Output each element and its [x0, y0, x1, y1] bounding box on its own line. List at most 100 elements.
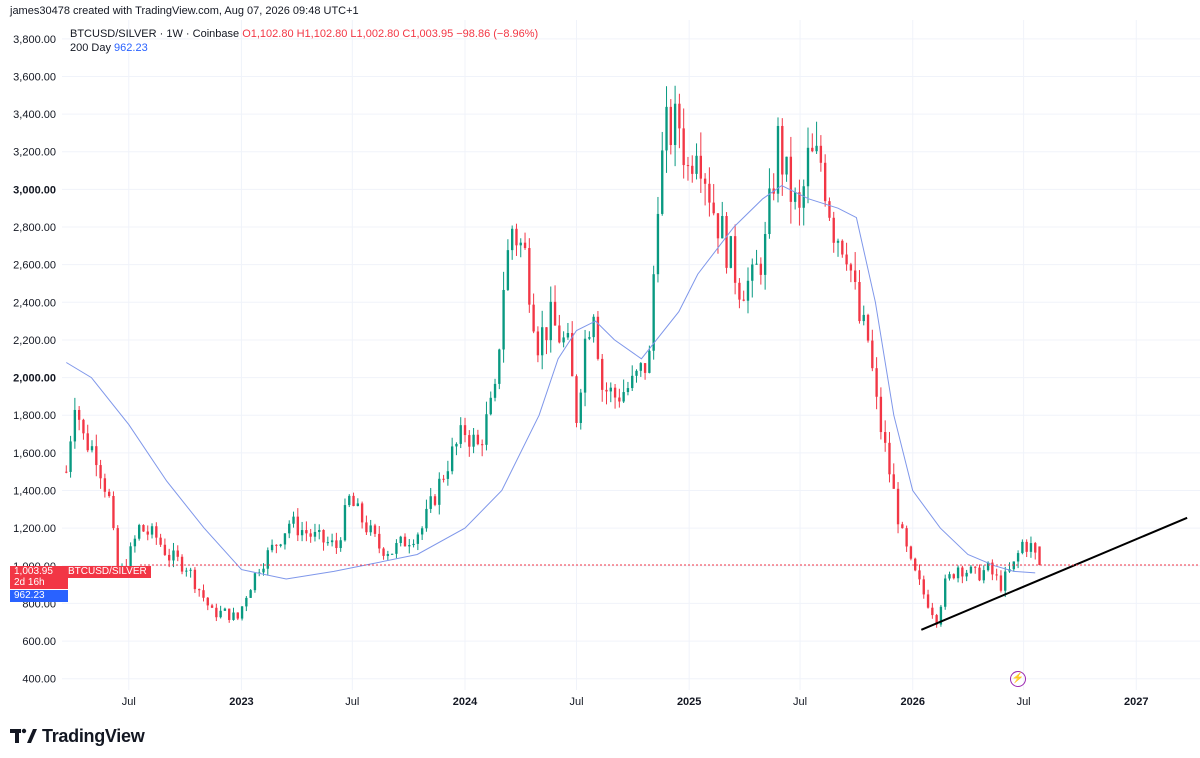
- candle[interactable]: [69, 435, 72, 478]
- candle[interactable]: [832, 211, 835, 253]
- symbol-info[interactable]: BTCUSD/SILVER · 1W · Coinbase: [70, 28, 240, 40]
- candle[interactable]: [866, 313, 870, 343]
- tradingview-logo[interactable]: TradingView: [10, 724, 145, 748]
- candle[interactable]: [1021, 539, 1024, 555]
- candle[interactable]: [150, 523, 154, 539]
- candle[interactable]: [296, 508, 299, 542]
- candle[interactable]: [643, 363, 647, 380]
- candle[interactable]: [785, 156, 788, 182]
- candle[interactable]: [626, 381, 630, 396]
- candle[interactable]: [725, 212, 728, 274]
- candle[interactable]: [420, 526, 424, 540]
- candle[interactable]: [682, 108, 685, 179]
- candle[interactable]: [176, 545, 179, 562]
- candle[interactable]: [1016, 550, 1020, 569]
- candle[interactable]: [721, 201, 724, 239]
- candle[interactable]: [631, 365, 634, 392]
- candle[interactable]: [288, 520, 291, 539]
- candle[interactable]: [240, 606, 244, 621]
- candle[interactable]: [746, 267, 750, 314]
- candle[interactable]: [918, 564, 921, 585]
- candle[interactable]: [896, 482, 900, 534]
- candle[interactable]: [480, 439, 484, 457]
- candle[interactable]: [378, 526, 381, 554]
- candle[interactable]: [416, 532, 420, 551]
- candle[interactable]: [412, 539, 415, 548]
- candle[interactable]: [1038, 546, 1041, 566]
- candle[interactable]: [318, 524, 321, 540]
- candle[interactable]: [541, 310, 544, 370]
- candle[interactable]: [686, 156, 690, 181]
- candle[interactable]: [210, 603, 214, 608]
- candle[interactable]: [236, 612, 239, 621]
- candle[interactable]: [262, 563, 265, 576]
- candle[interactable]: [926, 589, 930, 609]
- candle[interactable]: [716, 213, 720, 254]
- candle[interactable]: [82, 418, 85, 440]
- candle[interactable]: [815, 121, 818, 154]
- candle[interactable]: [270, 539, 274, 553]
- candle[interactable]: [999, 570, 1003, 593]
- candle[interactable]: [90, 440, 94, 453]
- candle[interactable]: [601, 353, 604, 402]
- candle[interactable]: [888, 431, 891, 483]
- candle[interactable]: [408, 538, 411, 554]
- candle[interactable]: [1004, 566, 1007, 598]
- candle[interactable]: [228, 608, 231, 623]
- candle[interactable]: [952, 573, 955, 580]
- candle[interactable]: [279, 543, 282, 548]
- candle[interactable]: [755, 249, 758, 265]
- candle[interactable]: [884, 420, 887, 452]
- candle[interactable]: [266, 547, 269, 576]
- candle[interactable]: [579, 388, 582, 430]
- candle[interactable]: [768, 168, 771, 239]
- candle[interactable]: [189, 567, 192, 578]
- candle[interactable]: [553, 285, 557, 326]
- candle[interactable]: [549, 286, 552, 353]
- candle[interactable]: [339, 537, 342, 552]
- candle[interactable]: [300, 521, 304, 542]
- candle[interactable]: [168, 548, 171, 568]
- candle[interactable]: [472, 428, 475, 454]
- candle[interactable]: [159, 533, 162, 547]
- candle[interactable]: [1029, 536, 1033, 558]
- candle[interactable]: [781, 118, 784, 196]
- candle[interactable]: [292, 511, 295, 528]
- candle[interactable]: [146, 525, 149, 541]
- candle[interactable]: [733, 224, 737, 295]
- candle[interactable]: [215, 603, 218, 622]
- candle[interactable]: [596, 311, 600, 361]
- candle[interactable]: [618, 388, 621, 408]
- candle[interactable]: [275, 544, 278, 554]
- candle[interactable]: [348, 494, 351, 508]
- candle[interactable]: [695, 143, 698, 180]
- candle[interactable]: [639, 362, 642, 377]
- candle[interactable]: [712, 184, 715, 216]
- candle[interactable]: [969, 565, 973, 574]
- candle[interactable]: [708, 167, 711, 217]
- candle[interactable]: [974, 566, 977, 574]
- candle[interactable]: [922, 575, 925, 599]
- candle[interactable]: [390, 553, 394, 555]
- candle[interactable]: [335, 532, 338, 554]
- candle[interactable]: [819, 135, 823, 172]
- candle[interactable]: [498, 348, 501, 390]
- candle[interactable]: [425, 499, 428, 532]
- candle[interactable]: [185, 567, 188, 577]
- candle[interactable]: [1025, 539, 1028, 558]
- candle[interactable]: [86, 424, 89, 453]
- candle[interactable]: [575, 374, 578, 428]
- candle[interactable]: [879, 387, 883, 440]
- candle[interactable]: [742, 290, 745, 302]
- candle[interactable]: [369, 519, 372, 536]
- candle[interactable]: [253, 572, 257, 593]
- candle[interactable]: [661, 131, 664, 216]
- candle[interactable]: [956, 565, 960, 583]
- candle[interactable]: [309, 528, 312, 543]
- candle[interactable]: [802, 179, 805, 226]
- flash-icon[interactable]: ⚡: [1010, 671, 1026, 687]
- candle[interactable]: [322, 529, 325, 551]
- candle[interactable]: [219, 605, 222, 619]
- candle[interactable]: [699, 132, 703, 193]
- candle[interactable]: [961, 565, 964, 584]
